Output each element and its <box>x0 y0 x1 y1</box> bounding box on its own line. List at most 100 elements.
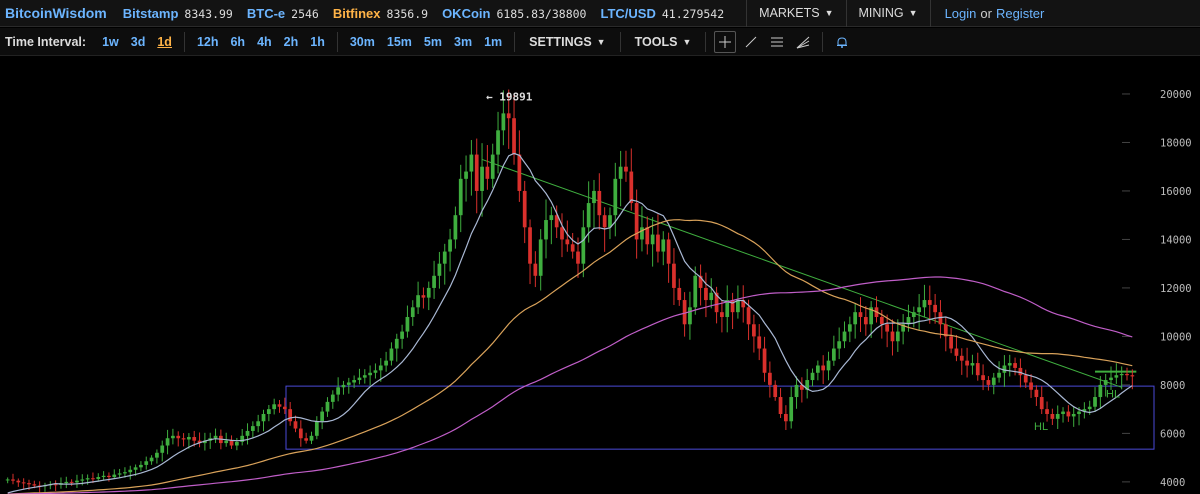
candle-body <box>821 365 826 371</box>
candle <box>293 415 298 433</box>
candle-body <box>911 312 916 318</box>
candle-body <box>885 324 890 332</box>
divider <box>705 31 707 52</box>
exchange-ticker[interactable]: Bitfinex 8356.9 <box>333 6 428 21</box>
candle <box>64 476 69 489</box>
register-link[interactable]: Register <box>995 5 1045 21</box>
candle-body <box>341 384 346 388</box>
candle <box>528 219 532 285</box>
exchange-ticker[interactable]: LTC/USD 41.279542 <box>600 6 724 21</box>
candle-body <box>656 234 660 252</box>
candle-body <box>176 435 181 439</box>
candle-body <box>490 154 495 179</box>
price-chart[interactable]: ← 19891← 2980.4HLHL 40006000800010000120… <box>0 57 1200 494</box>
y-tick-label: 10000 <box>1160 331 1192 343</box>
candle <box>917 294 921 331</box>
candle-body <box>234 441 239 446</box>
fibonacci-icon[interactable] <box>766 31 788 53</box>
exchange-ticker[interactable]: OKCoin 6185.83/38800 <box>442 6 586 21</box>
alert-bell-icon[interactable] <box>831 31 853 53</box>
candle-body <box>203 440 207 444</box>
candle <box>970 354 975 375</box>
brand-logo[interactable]: BitcoinWisdom <box>5 5 107 21</box>
candle <box>975 352 980 381</box>
candle-body <box>165 438 170 446</box>
interval-2h[interactable]: 2h <box>283 34 299 49</box>
interval-1h[interactable]: 1h <box>310 34 325 49</box>
candle-body <box>80 479 85 481</box>
interval-3m[interactable]: 3m <box>454 34 473 49</box>
markets-menu[interactable]: MARKETS ▼ <box>759 6 834 20</box>
interval-6h[interactable]: 6h <box>230 34 246 49</box>
candle <box>155 449 159 464</box>
interval-1m[interactable]: 1m <box>484 34 503 49</box>
candle <box>266 404 271 422</box>
candle-body <box>1002 365 1007 373</box>
login-link[interactable]: Login <box>944 5 977 21</box>
moving-averages <box>7 152 1133 494</box>
candle-body <box>634 203 639 240</box>
mining-menu[interactable]: MINING ▼ <box>858 6 918 20</box>
candle <box>741 285 746 323</box>
candle <box>1034 385 1039 406</box>
candle <box>362 369 367 384</box>
candle-body <box>144 461 149 465</box>
candle <box>538 229 543 291</box>
interval-1w[interactable]: 1w <box>102 34 119 49</box>
candle-body <box>522 190 527 228</box>
candle <box>426 281 431 311</box>
line-tool-icon[interactable] <box>740 31 762 53</box>
candle-body <box>762 348 767 373</box>
candle-body <box>64 481 69 484</box>
candle <box>464 155 468 202</box>
candle-body <box>512 118 516 155</box>
candle <box>11 473 15 485</box>
candle <box>869 301 874 338</box>
interval-5m[interactable]: 5m <box>423 34 442 49</box>
candle-body <box>320 411 325 422</box>
candle <box>911 306 916 328</box>
candle <box>885 314 890 348</box>
candle <box>368 365 372 386</box>
candle <box>416 281 420 315</box>
candle-body <box>991 377 996 385</box>
candle-body <box>272 404 277 410</box>
exchange-ticker[interactable]: Bitstamp 8343.99 <box>123 6 233 21</box>
candle <box>250 421 255 439</box>
crosshair-icon[interactable] <box>714 30 737 53</box>
candle-body <box>1045 409 1049 414</box>
candle <box>1050 408 1055 426</box>
interval-3d[interactable]: 3d <box>130 34 146 49</box>
tools-menu[interactable]: TOOLS ▼ <box>634 34 692 49</box>
candle-body <box>922 300 927 308</box>
candle <box>480 143 484 217</box>
candle-body <box>336 387 341 395</box>
candle <box>325 397 330 417</box>
candle <box>160 440 165 462</box>
candle-body <box>847 324 852 332</box>
interval-15m[interactable]: 15m <box>386 34 412 49</box>
fan-icon[interactable] <box>792 31 814 53</box>
candle <box>96 473 101 482</box>
candle-body <box>394 338 399 349</box>
interval-1d[interactable]: 1d <box>157 34 172 49</box>
candle-body <box>160 445 165 453</box>
candle-body <box>565 239 570 245</box>
candle-body <box>901 324 906 332</box>
candle-body <box>570 244 575 252</box>
interval-12h[interactable]: 12h <box>196 34 219 49</box>
divider <box>183 31 185 52</box>
candle-body <box>624 166 628 172</box>
candle-body <box>139 464 143 468</box>
interval-30m[interactable]: 30m <box>349 34 375 49</box>
exchange-ticker[interactable]: BTC-e 2546 <box>247 6 319 21</box>
candle <box>149 455 154 465</box>
candle-body <box>400 331 404 339</box>
divider <box>746 0 748 27</box>
candle-body <box>1055 413 1060 419</box>
candle-body <box>213 435 218 439</box>
settings-menu[interactable]: SETTINGS ▼ <box>529 34 606 49</box>
candle-body <box>858 312 863 318</box>
interval-4h[interactable]: 4h <box>257 34 272 49</box>
exchange-price: 2546 <box>291 6 319 21</box>
